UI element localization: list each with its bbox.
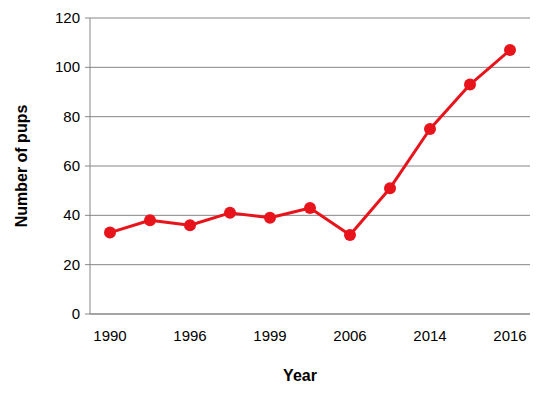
y-tick [85,67,90,68]
y-tick-label: 60 [63,157,80,174]
x-tick-label: 1990 [93,327,126,344]
grid-line [90,18,530,19]
y-tick-label: 0 [72,305,80,322]
y-tick [85,166,90,167]
x-tick-label: 2014 [413,327,446,344]
grid-line [90,166,530,167]
y-tick [85,215,90,216]
y-axis [90,18,91,314]
data-point [384,182,396,194]
data-point [304,202,316,214]
chart-container: 0 20 40 60 80 100 120 1990 1996 1999 2006 2014 2016 Y… [0,0,538,404]
y-tick-label: 20 [63,256,80,273]
grid-line [90,215,530,216]
x-tick-label: 1999 [253,327,286,344]
y-tick [85,18,90,19]
y-tick-label: 120 [55,9,80,26]
data-point [344,229,356,241]
x-tick-label: 2006 [333,327,366,344]
grid-line [90,116,530,117]
data-point [264,212,276,224]
data-point [504,44,516,56]
x-tick-label: 1996 [173,327,206,344]
data-point [104,227,116,239]
data-point [424,123,436,135]
y-tick [85,264,90,265]
y-tick-label: 80 [63,108,80,125]
grid-line [90,67,530,68]
data-point [184,219,196,231]
y-tick [85,116,90,117]
data-point [144,214,156,226]
plot-area [104,44,516,241]
y-tick-label: 40 [63,206,80,223]
x-axis-label: Year [283,367,317,384]
x-tick-label: 2016 [493,327,526,344]
data-point [464,79,476,91]
grid-line [90,314,530,315]
data-line [110,50,510,235]
grid-line [90,264,530,265]
data-point [224,207,236,219]
chart-svg: 0 20 40 60 80 100 120 1990 1996 1999 2006 2014 2016 Y… [0,0,538,404]
x-axis [90,314,530,315]
y-tick [85,314,90,315]
y-axis-label: Number of pups [13,105,30,228]
y-tick-label: 100 [55,58,80,75]
